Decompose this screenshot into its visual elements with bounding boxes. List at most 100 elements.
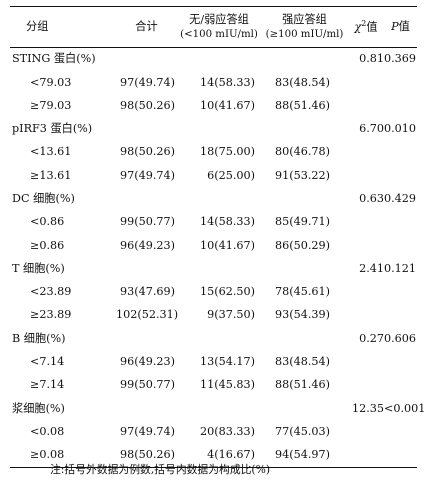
group-name: T 细胞(%): [12, 261, 65, 275]
chi-square-value: 0.27: [359, 331, 384, 345]
header-total: 合计: [116, 6, 177, 48]
table-row: ≥13.61 97(49.74) 6(25.00) 91(53.22): [10, 164, 417, 187]
total-count: 97(49.74): [120, 424, 175, 438]
empty-cell: [384, 95, 417, 118]
weak-response-count: 9(37.50): [207, 308, 255, 322]
empty-cell: [348, 374, 384, 397]
chi-suffix: 值: [366, 20, 378, 34]
chi-square-value: 2.41: [359, 261, 384, 275]
group-header-row: 浆细胞(%) 12.35 <0.001: [10, 397, 425, 420]
total-count: 96(49.23): [120, 355, 175, 369]
empty-cell: [384, 351, 417, 374]
level-label: ≥13.61: [30, 168, 72, 182]
total-count: 97(49.74): [120, 168, 175, 182]
empty-cell: [384, 164, 417, 187]
empty-cell: [348, 164, 384, 187]
strong-response-count: 93(54.39): [275, 308, 330, 322]
empty-cell: [348, 444, 384, 469]
chi-square-value: 6.70: [359, 122, 384, 136]
strong-response-count: 80(46.78): [275, 145, 330, 159]
empty-cell: [384, 71, 417, 94]
strong-response-count: 94(54.97): [261, 444, 348, 469]
table-row: ≥0.86 96(49.23) 10(41.67) 86(50.29): [10, 234, 417, 257]
strong-response-count: 88(51.46): [275, 98, 330, 112]
header-row: 分组 合计 无/弱应答组 (<100 mIU/ml) 强应答组 (≥100 mI…: [10, 6, 417, 48]
weak-response-count: 14(58.33): [200, 215, 255, 229]
weak-response-count: 6(25.00): [207, 168, 255, 182]
strong-response-count: 88(51.46): [275, 378, 330, 392]
group-name: pIRF3 蛋白(%): [12, 122, 93, 136]
table-row: <13.61 98(50.26) 18(75.00) 80(46.78): [10, 141, 417, 164]
total-count: 99(50.77): [120, 215, 175, 229]
header-weak-response: 无/弱应答组 (<100 mIU/ml): [177, 6, 261, 48]
table-row: <7.14 96(49.23) 13(54.17) 83(48.54): [10, 351, 417, 374]
group-header-row: DC 细胞(%) 0.63 0.429: [10, 188, 417, 211]
p-suffix: 值: [398, 19, 410, 33]
empty-cell: [348, 281, 384, 304]
table-row: ≥7.14 99(50.77) 11(45.83) 88(51.46): [10, 374, 417, 397]
table-row: <79.03 97(49.74) 14(58.33) 83(48.54): [10, 71, 417, 94]
table-header: 分组 合计 无/弱应答组 (<100 mIU/ml) 强应答组 (≥100 mI…: [10, 6, 417, 48]
weak-response-count: 14(58.33): [200, 75, 255, 89]
table-row: ≥79.03 98(50.26) 10(41.67) 88(51.46): [10, 95, 417, 118]
group-name: B 细胞(%): [12, 331, 66, 345]
group-name: 浆细胞(%): [12, 401, 65, 415]
strong-response-count: 78(45.61): [275, 285, 330, 299]
empty-cell: [384, 304, 417, 327]
chi-square-value: 12.35: [351, 401, 384, 415]
p-value: 0.369: [384, 52, 417, 66]
group-header-row: STING 蛋白(%) 0.81 0.369: [10, 48, 417, 72]
chi-symbol: χ: [354, 20, 362, 34]
header-group: 分组: [10, 6, 116, 48]
statistics-table: 分组 合计 无/弱应答组 (<100 mIU/ml) 强应答组 (≥100 mI…: [10, 6, 425, 469]
level-label: ≥0.86: [30, 238, 65, 252]
level-label: <13.61: [30, 145, 72, 159]
empty-cell: [384, 421, 417, 444]
level-label: <79.03: [30, 75, 72, 89]
total-count: 97(49.74): [120, 75, 175, 89]
header-weak-line2: (<100 mIU/ml): [180, 28, 258, 40]
level-label: <7.14: [30, 355, 65, 369]
level-label: ≥7.14: [30, 378, 65, 392]
level-label: ≥79.03: [30, 98, 72, 112]
empty-cell: [384, 281, 417, 304]
total-count: 98(50.26): [120, 145, 175, 159]
p-value: 0.429: [384, 191, 417, 205]
p-symbol: P: [391, 19, 399, 33]
weak-response-count: 11(45.83): [200, 378, 255, 392]
chi-square-value: 0.63: [359, 191, 384, 205]
empty-cell: [384, 211, 417, 234]
total-count: 98(50.26): [120, 98, 175, 112]
header-strong-line1: 强应答组: [282, 12, 327, 26]
total-count: 102(52.31): [116, 308, 179, 322]
weak-response-count: 15(62.50): [200, 285, 255, 299]
level-label: <0.08: [30, 424, 65, 438]
total-count: 98(50.26): [116, 444, 177, 469]
group-name: DC 细胞(%): [12, 191, 75, 205]
header-p-value: P值: [384, 6, 417, 48]
strong-response-count: 83(48.54): [275, 75, 330, 89]
weak-response-count: 10(41.67): [200, 98, 255, 112]
table-row: <23.89 93(47.69) 15(62.50) 78(45.61): [10, 281, 417, 304]
level-label: ≥23.89: [30, 308, 72, 322]
table-row: ≥23.89 102(52.31) 9(37.50) 93(54.39): [10, 304, 417, 327]
empty-cell: [348, 421, 384, 444]
empty-cell: [348, 141, 384, 164]
strong-response-count: 85(49.71): [275, 215, 330, 229]
weak-response-count: 13(54.17): [200, 355, 255, 369]
group-header-row: pIRF3 蛋白(%) 6.70 0.010: [10, 118, 417, 141]
group-name: STING 蛋白(%): [12, 52, 96, 66]
strong-response-count: 83(48.54): [275, 355, 330, 369]
empty-cell: [384, 444, 417, 469]
p-value: 0.606: [384, 331, 417, 345]
empty-cell: [384, 374, 417, 397]
empty-cell: [348, 351, 384, 374]
table-row: ≥0.08 98(50.26) 4(16.67) 94(54.97): [10, 444, 417, 469]
p-value: 0.121: [384, 261, 417, 275]
total-count: 96(49.23): [120, 238, 175, 252]
empty-cell: [348, 304, 384, 327]
total-count: 93(47.69): [120, 285, 175, 299]
table-footnote: 注:括号外数据为例数,括号内数据为构成比(%): [50, 463, 271, 476]
weak-response-count: 18(75.00): [200, 145, 255, 159]
